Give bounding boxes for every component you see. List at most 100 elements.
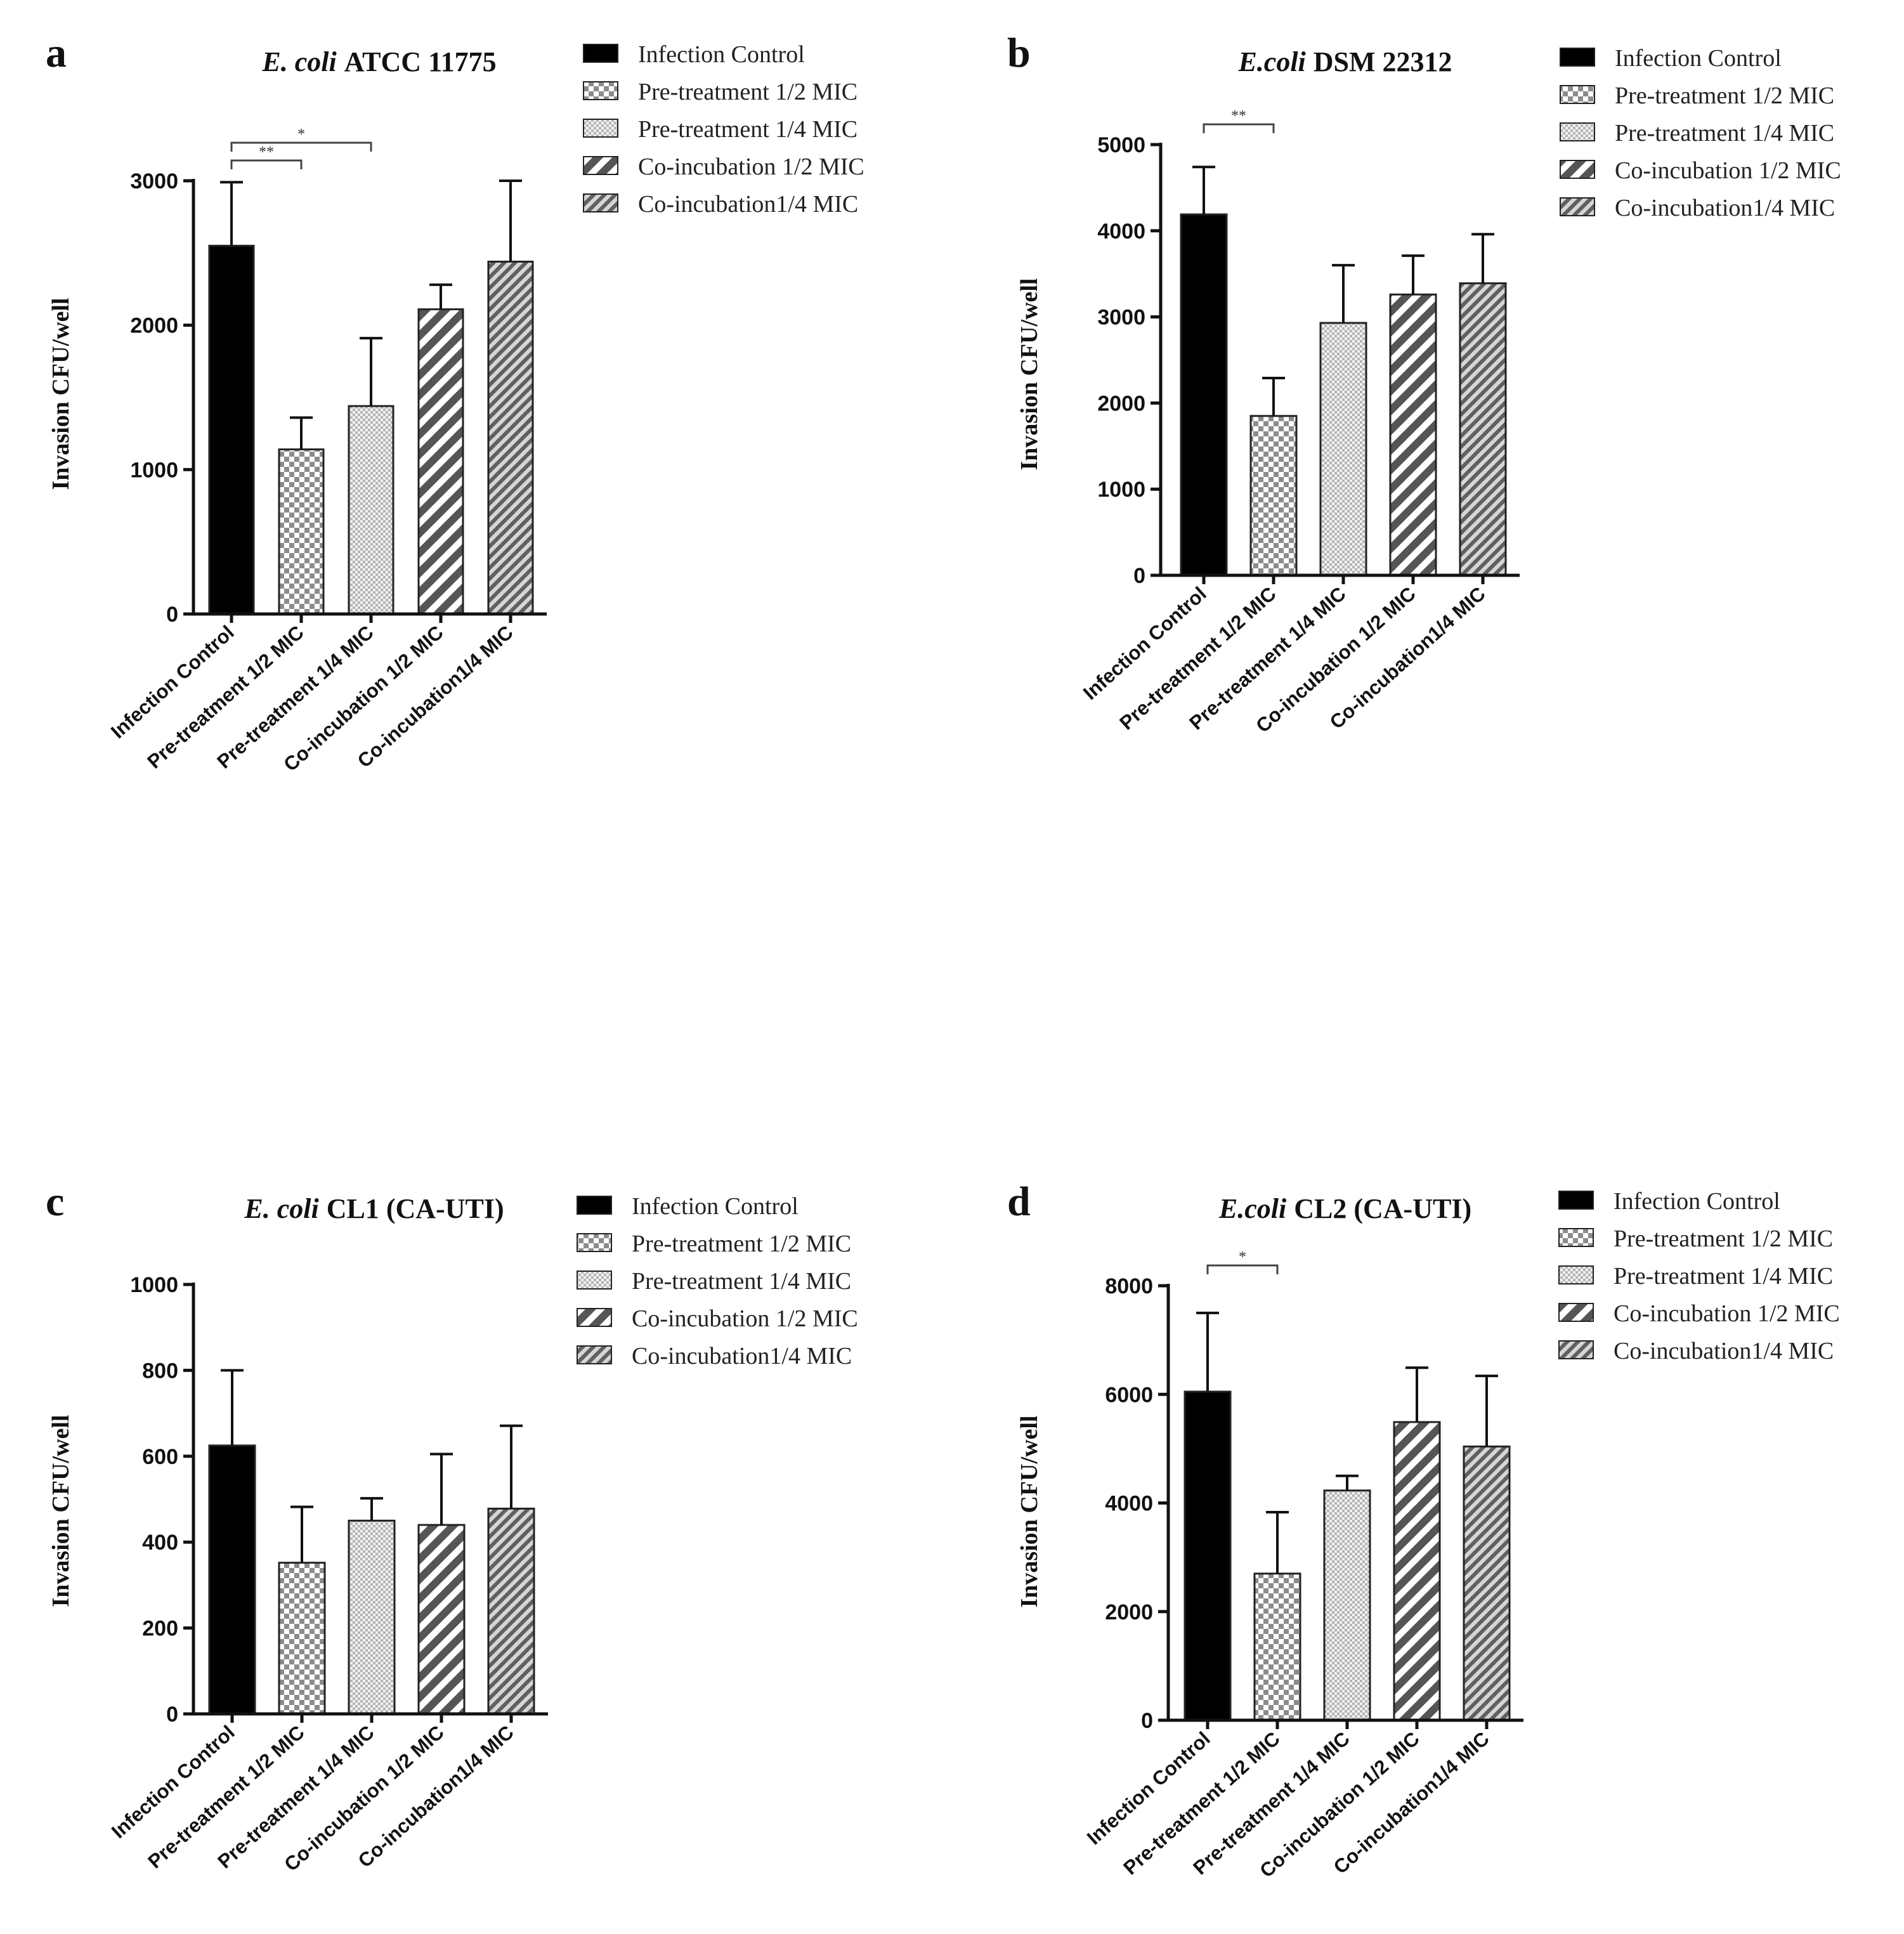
legend: Infection Control Pre-treatment 1/2 MIC Pr… [577,1193,858,1369]
legend-label-4: Co-incubation 1/2 MIC [1614,1300,1840,1327]
legend-label-4: Co-incubation 1/2 MIC [632,1305,858,1332]
y-tick-label: 5000 [1097,133,1145,157]
legend-swatch-1 [1560,48,1595,67]
bar-5 [487,1507,535,1715]
significance-bracket [1206,1264,1279,1274]
bar-2 [278,1562,326,1715]
legend-label-3: Pre-treatment 1/4 MIC [1615,120,1834,147]
x-tick-label: Infection Control [1083,1727,1215,1849]
bar-5 [487,260,534,615]
bar-3 [348,1519,396,1715]
bar-2 [278,448,325,615]
chart-title-species: E.coli [1237,46,1306,77]
panel-a: a E. coli ATCC 11775 Invasion CFU/well 0 1… [46,30,864,776]
legend-label-1: Infection Control [638,41,805,68]
legend-swatch-4 [1560,160,1595,179]
legend-label-4: Co-incubation 1/2 MIC [638,154,864,180]
legend-swatch-3 [577,1271,612,1290]
bar-1 [208,1444,256,1715]
legend-label-2: Pre-treatment 1/2 MIC [632,1231,851,1257]
legend-swatch-1 [1558,1191,1594,1210]
y-axis-label: Invasion CFU/well [48,298,74,490]
legend-swatch-2 [583,81,618,100]
legend-label-1: Infection Control [1615,45,1782,72]
legend-swatch-5 [583,193,618,212]
bar-4 [1389,293,1437,577]
y-axis-label: Invasion CFU/well [1016,278,1043,471]
y-axis-label: Invasion CFU/well [1016,1416,1043,1608]
bar-3 [1319,322,1367,577]
legend-swatch-3 [1558,1265,1594,1284]
y-tick-label: 0 [166,1702,178,1727]
bar-5 [1459,282,1507,577]
chart-title-strain: CL2 (CA-UTI) [1294,1193,1471,1224]
y-tick-label: 400 [142,1531,178,1555]
y-tick-label: 0 [166,603,178,627]
legend-swatch-5 [1558,1340,1594,1359]
y-tick-label: 200 [142,1617,178,1641]
legend-label-5: Co-incubation1/4 MIC [1614,1338,1834,1364]
x-tick-label: Infection Control [107,621,238,743]
legend-label-2: Pre-treatment 1/2 MIC [1614,1225,1833,1252]
bar-2 [1249,415,1298,577]
y-tick-label: 1000 [130,458,178,482]
legend-label-2: Pre-treatment 1/2 MIC [1615,82,1834,109]
legend: Infection Control Pre-treatment 1/2 MIC Pr… [1558,1188,1840,1364]
chart-title: E. coli ATCC 11775 [261,46,496,77]
chart-title: E.coli DSM 22312 [1237,46,1452,77]
y-tick-label: 800 [142,1359,178,1383]
y-tick-label: 0 [1133,564,1145,588]
y-tick-label: 2000 [130,314,178,338]
legend-swatch-1 [577,1196,612,1215]
bar-2 [1253,1572,1301,1722]
chart-title-strain: CL1 (CA-UTI) [327,1193,504,1224]
x-tick-label: Infection Control [1079,582,1211,704]
chart-title-species: E.coli [1218,1193,1287,1224]
legend-swatch-3 [1560,122,1595,141]
y-tick-label: 600 [142,1445,178,1469]
bar-5 [1463,1445,1511,1722]
y-tick-label: 1000 [1097,478,1145,502]
y-tick-label: 1000 [130,1273,178,1297]
panel-letter: c [46,1179,64,1225]
bar-4 [1393,1421,1441,1722]
significance-label: * [297,126,305,143]
legend-swatch-1 [583,44,618,63]
bar-3 [348,405,394,615]
legend-label-5: Co-incubation1/4 MIC [1615,195,1835,221]
y-tick-label: 2000 [1105,1600,1153,1624]
panel-letter: a [46,30,67,76]
bar-3 [1323,1489,1371,1722]
significance-label: ** [1231,108,1246,124]
chart-title: E.coli CL2 (CA-UTI) [1218,1193,1471,1224]
panel-letter: b [1007,30,1031,76]
legend-swatch-4 [577,1308,612,1327]
legend-label-3: Pre-treatment 1/4 MIC [638,116,857,143]
significance-bracket [1203,123,1275,133]
legend: Infection Control Pre-treatment 1/2 MIC Pr… [1560,45,1841,221]
y-tick-label: 3000 [1097,306,1145,330]
legend-label-1: Infection Control [1614,1188,1780,1215]
chart-title: E. coli CL1 (CA-UTI) [244,1193,504,1224]
x-tick-label: Infection Control [107,1721,239,1843]
bar-4 [417,308,464,615]
legend-swatch-5 [1560,197,1595,216]
significance-label: ** [259,144,274,160]
legend-swatch-3 [583,119,618,138]
y-axis-label: Invasion CFU/well [48,1415,74,1607]
y-tick-label: 4000 [1097,219,1145,244]
legend-swatch-5 [577,1345,612,1364]
legend-swatch-2 [1558,1228,1594,1247]
panel-c: c E. coli CL1 (CA-UTI) Invasion CFU/well … [46,1179,858,1876]
panel-letter: d [1007,1179,1031,1225]
bar-1 [1183,1390,1232,1722]
legend-swatch-4 [583,156,618,175]
legend-swatch-2 [577,1233,612,1252]
y-tick-label: 2000 [1097,391,1145,415]
chart-title-species: E. coli [244,1193,319,1224]
